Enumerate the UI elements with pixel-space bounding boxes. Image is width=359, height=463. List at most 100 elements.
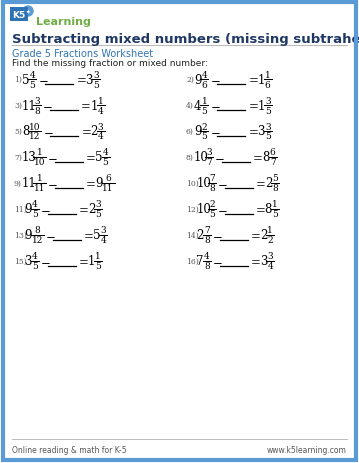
Text: 10: 10 [194,151,209,164]
Text: 8: 8 [34,106,40,115]
Text: −: − [213,230,223,243]
Text: 7: 7 [270,158,275,167]
Text: =: = [248,126,258,139]
Text: 2: 2 [265,177,272,190]
Text: 3: 3 [257,125,265,138]
Text: =: = [256,204,266,217]
Text: =: = [251,256,261,269]
Text: =: = [86,178,96,191]
Text: www.k5learning.com: www.k5learning.com [267,445,347,455]
Text: −: − [210,75,220,88]
Text: 4: 4 [204,252,210,261]
Text: −: − [41,204,51,217]
Text: 4: 4 [32,252,38,261]
Text: 3: 3 [34,96,40,105]
Text: 2): 2) [186,76,194,84]
Text: 3: 3 [98,122,103,131]
Text: 5: 5 [201,106,207,115]
Text: 6): 6) [186,128,194,136]
Text: 5: 5 [272,210,278,219]
Text: =: = [81,100,91,113]
Text: 8: 8 [34,226,40,235]
Text: 1: 1 [257,73,265,86]
Text: 10: 10 [29,122,41,131]
Text: 3: 3 [265,122,271,131]
Text: =: = [248,75,258,88]
Text: 8: 8 [262,151,270,164]
Text: 6: 6 [270,148,275,157]
Text: 5: 5 [103,158,108,167]
Text: 4: 4 [201,70,207,79]
Text: 6: 6 [105,174,111,183]
Text: 2: 2 [267,236,273,245]
Text: 1: 1 [98,96,103,105]
FancyBboxPatch shape [10,8,28,22]
Text: 1: 1 [201,96,207,105]
Text: K5: K5 [12,11,25,19]
Text: 6: 6 [201,80,207,89]
Text: 5: 5 [95,262,101,271]
Text: 3: 3 [85,73,93,86]
Text: 7): 7) [14,154,22,162]
Text: 9: 9 [194,125,201,138]
Text: 4: 4 [29,70,35,79]
Text: 4): 4) [186,102,194,110]
Text: =: = [253,152,263,165]
Text: 11): 11) [14,206,27,213]
Text: 5: 5 [95,210,101,219]
Text: 5: 5 [22,73,29,86]
Text: 13: 13 [22,151,37,164]
Text: 2: 2 [90,125,98,138]
Text: −: − [43,126,53,139]
Text: −: − [210,126,220,139]
Text: 4: 4 [32,200,38,209]
Text: 3: 3 [260,255,267,268]
Text: 4: 4 [103,148,108,157]
Circle shape [23,7,33,17]
Text: 12: 12 [29,132,41,141]
Text: 8): 8) [186,154,194,162]
Text: −: − [210,100,220,113]
Text: 7: 7 [196,255,204,268]
Text: 7: 7 [204,226,210,235]
Text: −: − [48,178,58,191]
Text: −: − [213,256,223,269]
Text: 3: 3 [24,255,32,268]
Text: =: = [84,230,94,243]
Text: 9: 9 [24,203,32,216]
Text: 3: 3 [100,226,106,235]
Text: 5: 5 [93,229,100,242]
Text: 15): 15) [14,257,27,265]
Text: 3: 3 [267,252,273,261]
Text: 9): 9) [14,180,22,188]
Text: 7: 7 [209,174,215,183]
Text: 5: 5 [29,80,35,89]
Text: 2: 2 [260,229,267,242]
Text: =: = [79,204,89,217]
Text: =: = [86,152,96,165]
Text: 4: 4 [194,99,201,112]
Text: 3: 3 [206,148,212,157]
Text: 5: 5 [209,210,215,219]
Text: 12: 12 [32,236,43,245]
Text: Grade 5 Fractions Worksheet: Grade 5 Fractions Worksheet [12,49,153,59]
Text: −: − [218,178,228,191]
Text: 5: 5 [93,80,99,89]
Text: =: = [256,178,266,191]
Text: Subtracting mixed numbers (missing subtrahend): Subtracting mixed numbers (missing subtr… [12,33,359,46]
Text: 2: 2 [88,203,95,216]
Text: 6: 6 [265,80,271,89]
Text: 5: 5 [95,151,103,164]
Text: −: − [41,256,51,269]
Text: 5: 5 [265,106,271,115]
Text: 5: 5 [32,210,38,219]
Text: 8: 8 [265,203,272,216]
Text: 8: 8 [204,262,210,271]
Text: 3: 3 [93,70,98,79]
Text: 4: 4 [98,132,103,141]
Text: 12): 12) [186,206,199,213]
Text: −: − [48,152,58,165]
Text: 10): 10) [186,180,199,188]
Text: 1: 1 [272,200,278,209]
Text: 3: 3 [95,200,101,209]
